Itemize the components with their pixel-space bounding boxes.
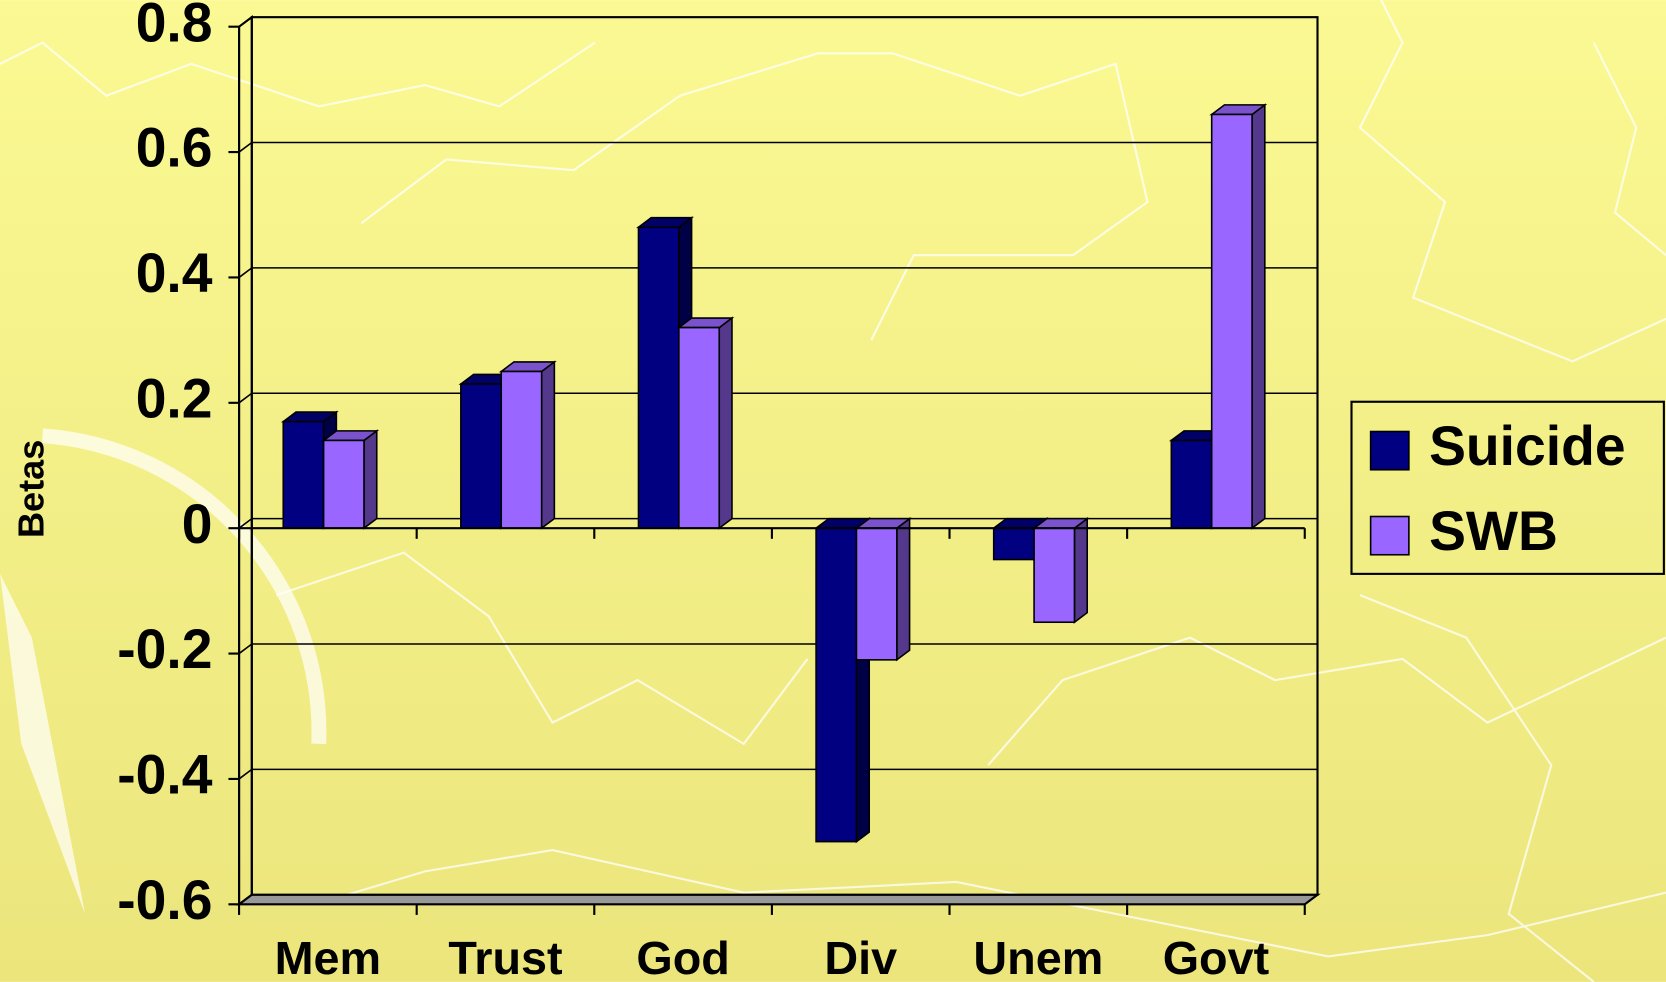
grid-line [238, 893, 1318, 905]
y-tick-label: 0.8 [136, 0, 213, 53]
floor [235, 893, 1321, 906]
bar-front [322, 439, 365, 529]
bar-side [363, 429, 378, 530]
bar [498, 360, 557, 530]
grid-line [238, 392, 1318, 404]
bar-front [637, 226, 680, 529]
contour [318, 849, 1666, 958]
bar-side [1251, 103, 1266, 530]
bar-front [500, 370, 543, 529]
bar-front [678, 326, 721, 529]
y-tick-label: -0.4 [117, 744, 212, 806]
y-tick-label: 0.2 [136, 367, 213, 429]
grid-line [238, 267, 1318, 279]
bar-front [1033, 527, 1076, 624]
y-tick-label: -0.2 [117, 618, 212, 680]
bar-front [282, 420, 325, 529]
grid-line [238, 517, 1318, 529]
contour [360, 52, 1149, 341]
bar-front [815, 527, 858, 843]
bar-side [540, 360, 556, 530]
bar [321, 429, 380, 530]
contour [1358, 0, 1666, 363]
x-tick-label: Div [824, 932, 897, 982]
x-tick-label: Trust [448, 932, 562, 982]
legend-label: SWB [1429, 500, 1558, 562]
y-tick-label: -0.6 [117, 869, 212, 931]
bar-side [718, 316, 733, 530]
bar [1209, 103, 1268, 530]
compass-decor [41, 428, 327, 745]
x-tick-label: Unem [973, 932, 1103, 982]
y-axis-label: Betas [11, 440, 52, 538]
grid-line [238, 768, 1318, 780]
bar-front [1210, 113, 1253, 529]
legend-label: Suicide [1429, 415, 1626, 477]
y-tick-label: 0.6 [136, 117, 213, 179]
bar [676, 316, 735, 530]
x-tick-label: Mem [275, 932, 382, 982]
y-tick-label: 0.4 [136, 242, 213, 304]
bar-front [460, 383, 503, 529]
grid-line [238, 16, 1318, 28]
legend-swatch [1369, 515, 1410, 556]
bar [1031, 517, 1090, 624]
grid-line [238, 643, 1318, 655]
contour [275, 551, 809, 746]
legend-box [1350, 400, 1665, 575]
bar-front [992, 527, 1035, 561]
bar [854, 517, 912, 662]
legend-swatch [1369, 430, 1410, 471]
grid-line [238, 141, 1318, 153]
bar-front [855, 527, 898, 661]
contour [0, 41, 596, 108]
contour [987, 636, 1666, 766]
contour [1592, 42, 1666, 256]
x-tick-label: Govt [1163, 932, 1270, 982]
bar-side [896, 517, 911, 662]
bar-side [1073, 517, 1088, 624]
contour [1359, 594, 1595, 982]
compass-ring [41, 428, 327, 745]
y-tick-label: 0 [182, 493, 213, 555]
bar-front [1170, 439, 1213, 529]
x-tick-label: God [636, 932, 729, 982]
compass-needle [0, 573, 85, 914]
